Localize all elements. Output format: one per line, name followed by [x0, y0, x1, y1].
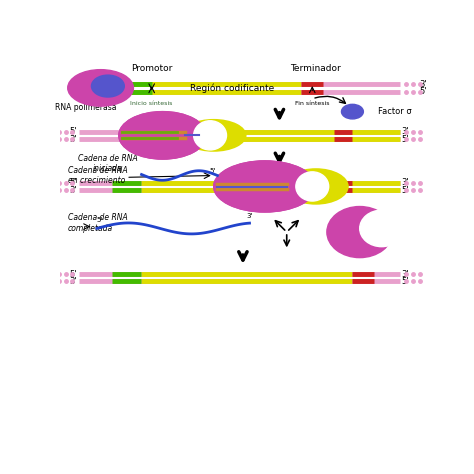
Text: 5': 5' — [69, 270, 77, 279]
Text: 5': 5' — [69, 127, 77, 136]
Text: 3': 3' — [316, 199, 322, 205]
Text: Promotor: Promotor — [131, 64, 173, 73]
Ellipse shape — [341, 104, 364, 119]
Text: Terminador: Terminador — [291, 64, 341, 73]
Text: 3': 3' — [69, 186, 77, 195]
Ellipse shape — [119, 111, 206, 159]
Ellipse shape — [214, 161, 316, 212]
Ellipse shape — [327, 207, 392, 258]
Ellipse shape — [91, 75, 124, 97]
Text: 3': 3' — [69, 135, 77, 144]
Text: 3': 3' — [401, 270, 410, 279]
Text: 3': 3' — [115, 87, 122, 96]
Ellipse shape — [283, 168, 349, 205]
Text: 5': 5' — [420, 87, 427, 96]
Text: 5': 5' — [115, 80, 122, 89]
Ellipse shape — [194, 121, 227, 150]
Text: 3': 3' — [401, 178, 410, 187]
Text: Inicio síntesis: Inicio síntesis — [130, 101, 173, 106]
Text: 3': 3' — [246, 213, 253, 219]
Text: Región codificante: Región codificante — [190, 83, 274, 92]
Ellipse shape — [214, 161, 316, 212]
Text: 5': 5' — [401, 277, 409, 286]
Ellipse shape — [68, 70, 133, 106]
Text: 5': 5' — [210, 168, 216, 173]
Text: 5': 5' — [69, 178, 77, 187]
Text: Fin síntesis: Fin síntesis — [295, 101, 329, 106]
Text: 5': 5' — [97, 217, 103, 223]
Text: Cadena de RNA
en crecimiento: Cadena de RNA en crecimiento — [68, 166, 128, 185]
Ellipse shape — [181, 119, 246, 152]
Text: 3': 3' — [419, 80, 427, 89]
Text: Factor σ: Factor σ — [378, 107, 411, 116]
Text: 3': 3' — [69, 277, 77, 286]
Text: 5': 5' — [401, 135, 409, 144]
Text: 5': 5' — [401, 186, 409, 195]
Text: RNA polimerasa: RNA polimerasa — [55, 102, 117, 111]
Text: 3': 3' — [401, 127, 410, 136]
Ellipse shape — [119, 111, 206, 159]
Ellipse shape — [296, 172, 328, 201]
Ellipse shape — [360, 210, 403, 246]
Text: Cadena de RNA
iniciada: Cadena de RNA iniciada — [78, 154, 138, 173]
Text: Cadena de RNA
completada: Cadena de RNA completada — [68, 213, 128, 233]
